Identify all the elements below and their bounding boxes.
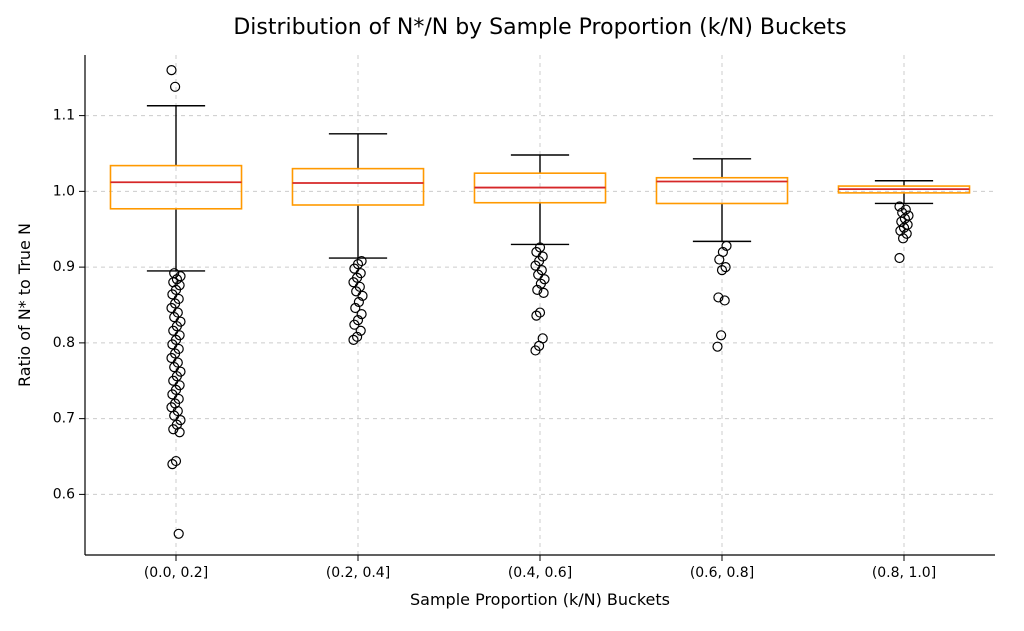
y-tick-label: 0.7 [53,411,75,427]
y-tick-label: 1.0 [53,183,75,199]
y-tick-label: 1.1 [53,108,75,124]
boxplot-chart: 0.6 0.7 0.8 0.9 1.0 1.1 (0.0, 0.2] (0.2, 0.4] (0… [0,0,1024,631]
chart-container: 0.6 0.7 0.8 0.9 1.0 1.1 (0.0, 0.2] (0.2, 0.4] (0… [0,0,1024,631]
y-tick-label: 0.6 [53,486,75,502]
x-tick-label: (0.4, 0.6] [508,565,572,581]
x-tick-label: (0.2, 0.4] [326,565,390,581]
x-axis-label: Sample Proportion (k/N) Buckets [410,590,670,609]
chart-bg [0,0,1024,631]
x-tick-label: (0.8, 1.0] [872,565,936,581]
y-tick-label: 0.8 [53,335,75,351]
y-tick-label: 0.9 [53,259,75,275]
x-tick-label: (0.0, 0.2] [144,565,208,581]
x-tick-label: (0.6, 0.8] [690,565,754,581]
y-axis-label: Ratio of N* to True N [15,223,34,387]
chart-title: Distribution of N*/N by Sample Proportio… [233,15,846,40]
